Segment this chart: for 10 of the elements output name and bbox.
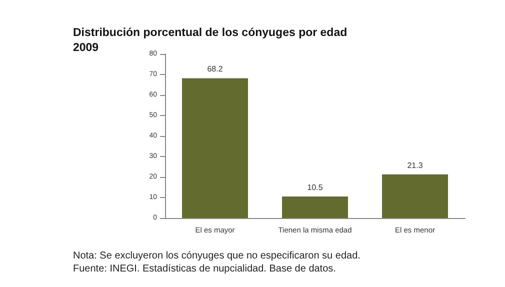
data-label: 21.3 bbox=[407, 160, 424, 170]
bar bbox=[382, 174, 448, 218]
bar bbox=[282, 196, 348, 218]
chart-title: Distribución porcentual de los cónyuges por edad bbox=[73, 27, 348, 39]
bar bbox=[182, 78, 248, 218]
data-label: 68.2 bbox=[207, 64, 224, 74]
chart-subtitle: 2009 bbox=[73, 42, 99, 54]
source-note: Fuente: INEGI. Estadísticas de nupcialidad. Base de datos. bbox=[73, 264, 336, 274]
text: Nota: Se excluyeron los cónyuges que no especificaron su edad. bbox=[73, 250, 360, 262]
data-label: 10.5 bbox=[307, 182, 324, 192]
